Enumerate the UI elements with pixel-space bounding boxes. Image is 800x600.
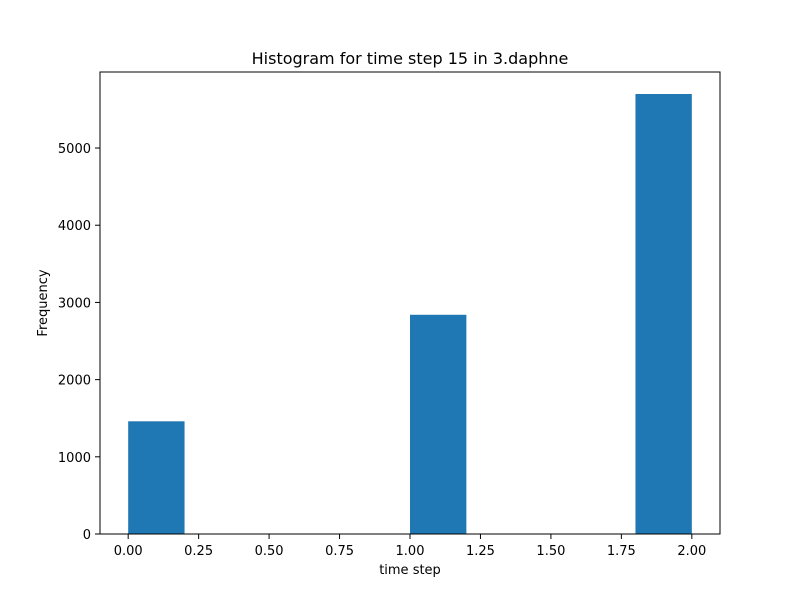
y-axis-ticks: 0 1000 2000 3000 4000 5000 <box>58 142 100 543</box>
y-tick-label: 3000 <box>58 296 91 311</box>
chart-title: Histogram for time step 15 in 3.daphne <box>252 49 569 68</box>
x-tick-label: 1.00 <box>396 544 425 559</box>
histogram-bar <box>128 421 185 534</box>
y-tick-label: 5000 <box>58 142 91 157</box>
x-tick-label: 1.50 <box>536 544 565 559</box>
x-tick-label: 0.25 <box>184 544 213 559</box>
x-axis-ticks: 0.00 0.25 0.50 0.75 1.00 1.25 1.50 1.75 2.00 <box>114 534 706 559</box>
histogram-bar <box>635 94 692 534</box>
y-tick-label: 0 <box>83 528 91 543</box>
y-tick-label: 2000 <box>58 374 91 389</box>
x-tick-label: 2.00 <box>677 544 706 559</box>
x-tick-label: 0.75 <box>325 544 354 559</box>
y-axis-label: Frequency <box>36 269 51 336</box>
x-tick-label: 1.25 <box>466 544 495 559</box>
y-tick-label: 1000 <box>58 451 91 466</box>
histogram-bar <box>410 314 467 534</box>
x-tick-label: 0.50 <box>255 544 284 559</box>
bars-group <box>128 94 692 534</box>
x-tick-label: 0.00 <box>114 544 143 559</box>
y-tick-label: 4000 <box>58 219 91 234</box>
x-axis-label: time step <box>379 563 441 578</box>
x-tick-label: 1.75 <box>607 544 636 559</box>
